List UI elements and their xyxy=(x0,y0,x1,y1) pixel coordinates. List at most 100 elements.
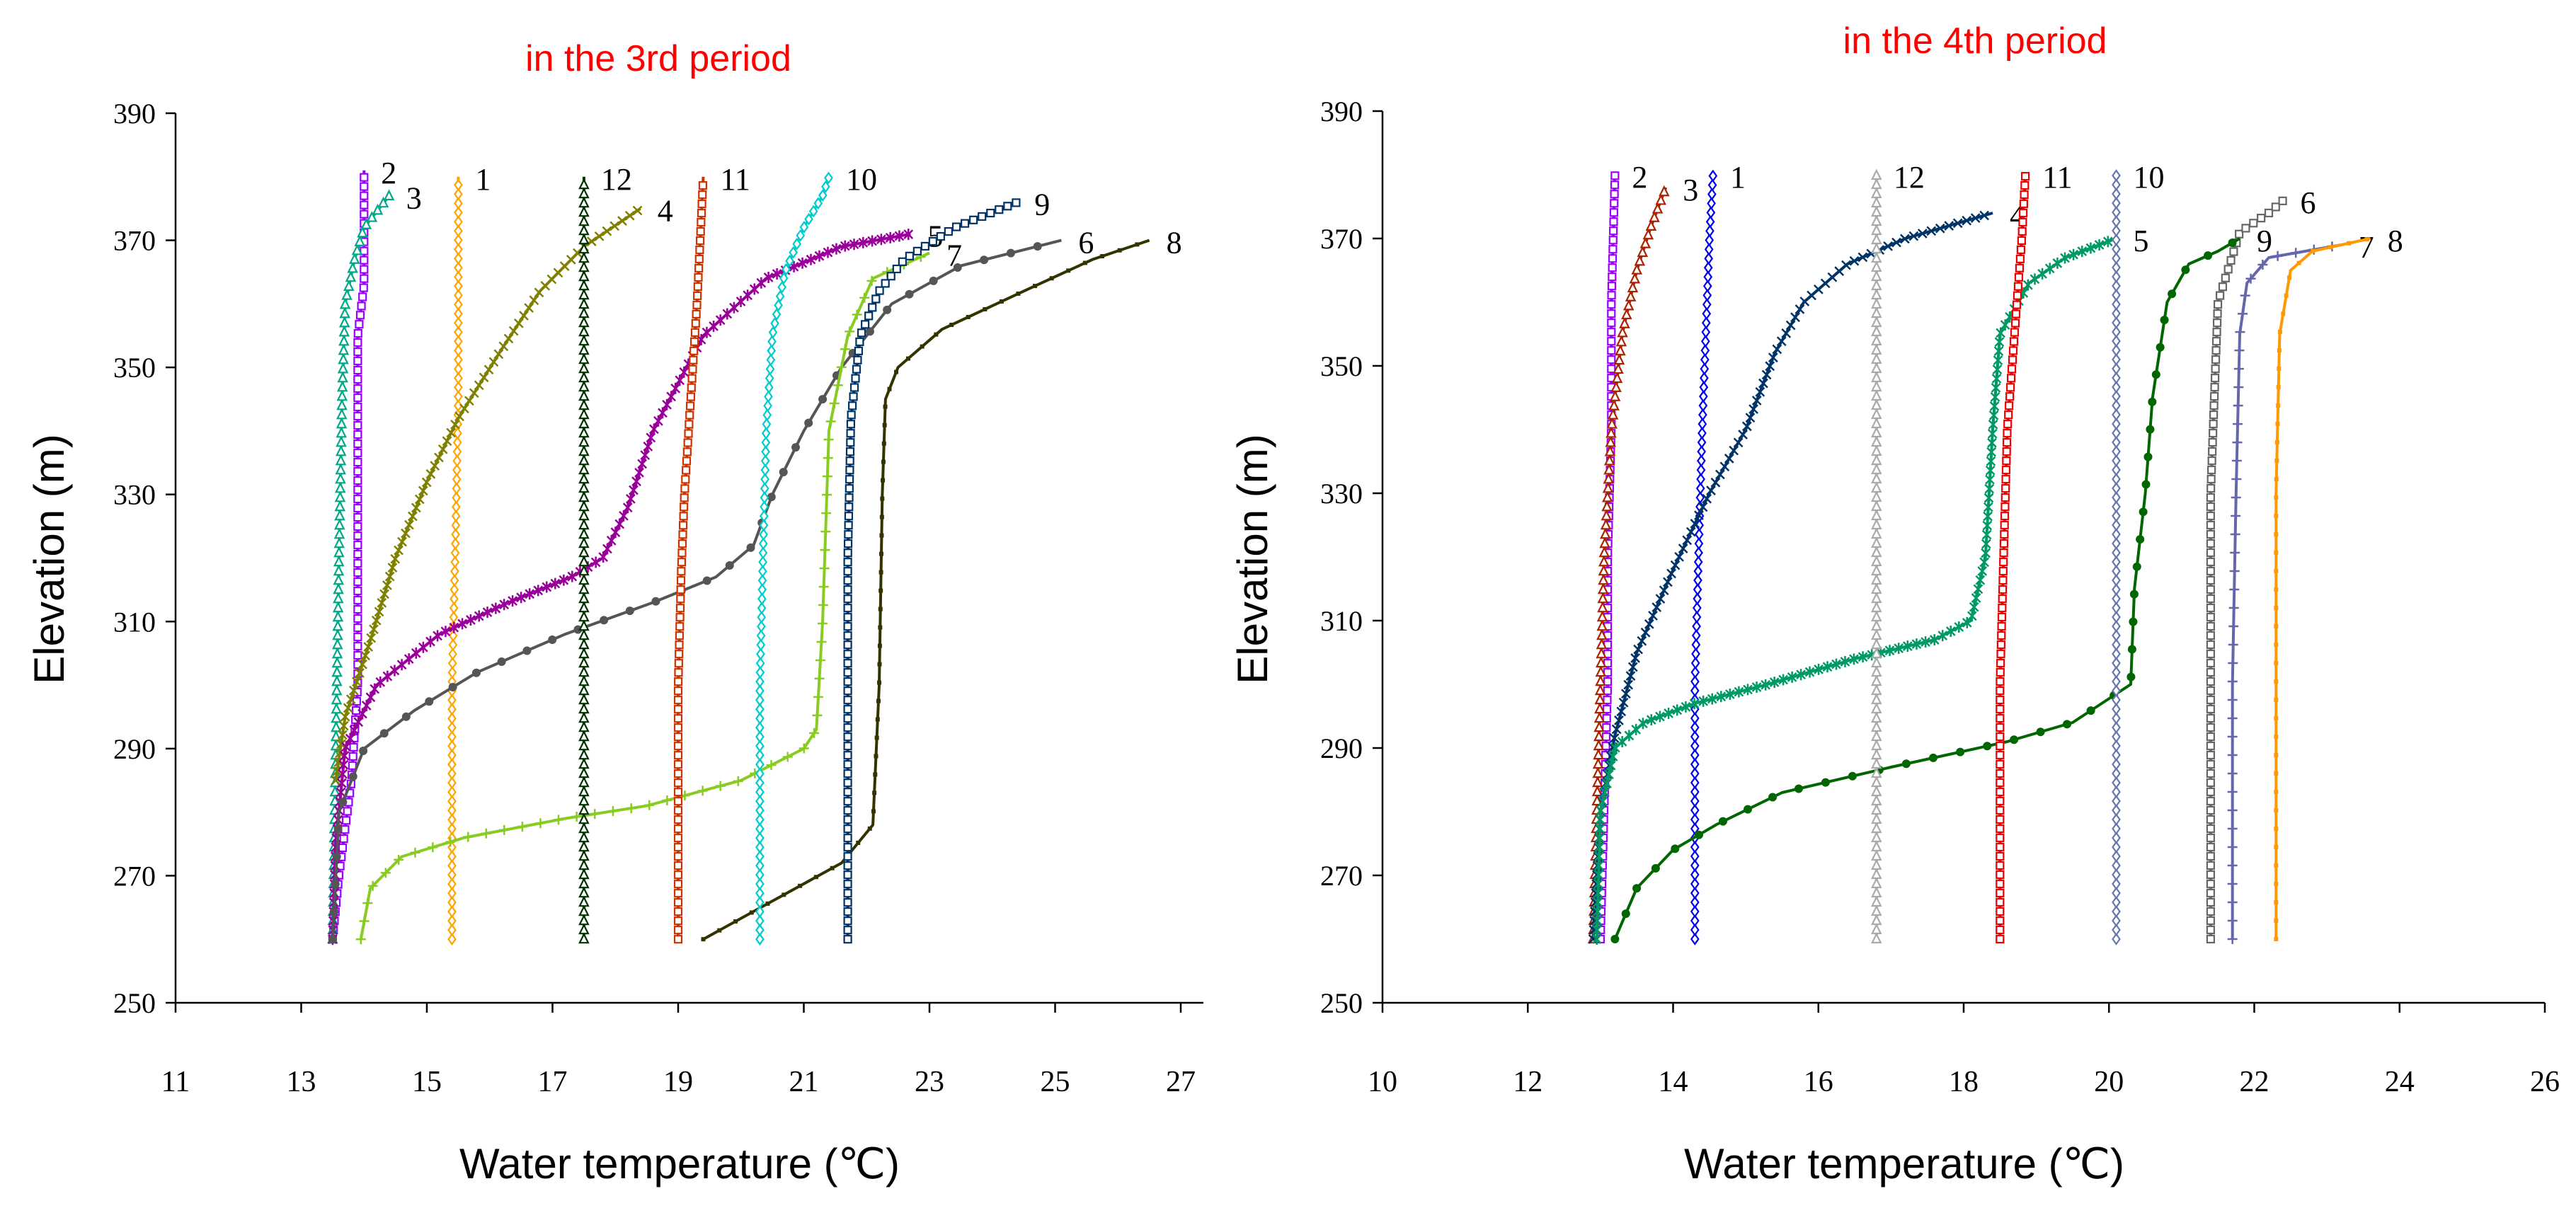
data-marker xyxy=(1768,793,1778,802)
data-marker xyxy=(578,592,590,604)
data-marker xyxy=(2227,842,2238,852)
data-marker xyxy=(360,274,369,283)
data-marker xyxy=(2013,282,2023,291)
data-marker xyxy=(2211,346,2221,355)
data-marker xyxy=(1884,645,1895,657)
data-marker xyxy=(578,647,590,659)
data-marker xyxy=(849,392,858,401)
data-marker xyxy=(1693,583,1702,596)
y-tick-label: 250 xyxy=(1320,987,1363,1019)
data-marker xyxy=(843,834,852,843)
data-marker xyxy=(845,484,854,493)
data-marker xyxy=(1998,594,2007,604)
data-marker xyxy=(1646,714,1656,726)
data-marker xyxy=(370,683,380,695)
data-marker xyxy=(814,673,825,684)
data-marker xyxy=(1929,753,1938,762)
data-marker xyxy=(1690,868,1700,881)
data-marker xyxy=(353,420,362,430)
data-marker xyxy=(679,366,689,378)
data-marker xyxy=(447,749,457,762)
data-marker xyxy=(846,420,856,429)
data-marker xyxy=(2112,813,2121,826)
data-marker xyxy=(578,500,590,512)
data-marker xyxy=(440,626,451,638)
data-marker xyxy=(2210,383,2219,392)
data-marker xyxy=(2232,437,2243,448)
data-marker xyxy=(2112,298,2121,311)
data-marker xyxy=(1610,180,1620,190)
series-6: 6 xyxy=(328,226,1094,944)
data-marker xyxy=(2229,247,2238,256)
data-marker xyxy=(755,905,765,919)
data-marker xyxy=(578,628,590,640)
data-marker xyxy=(843,558,852,567)
data-marker xyxy=(2000,319,2010,331)
data-marker xyxy=(2231,493,2241,503)
data-marker xyxy=(799,220,809,234)
data-marker xyxy=(646,432,656,444)
data-marker xyxy=(673,824,683,834)
data-marker xyxy=(331,711,342,723)
data-marker xyxy=(2112,924,2121,936)
data-marker xyxy=(2013,291,2022,300)
data-marker xyxy=(1871,316,1882,328)
data-marker xyxy=(1871,536,1882,548)
data-marker xyxy=(691,318,700,328)
data-marker xyxy=(2245,273,2256,284)
data-marker xyxy=(578,472,590,484)
data-marker xyxy=(673,742,683,751)
data-marker xyxy=(2003,420,2013,429)
data-marker xyxy=(761,427,771,440)
data-marker xyxy=(1871,895,1882,907)
data-marker xyxy=(733,919,738,924)
data-marker xyxy=(1751,681,1762,694)
data-marker xyxy=(1603,463,1615,475)
y-tick-label: 270 xyxy=(113,860,156,892)
data-marker xyxy=(848,401,857,410)
data-marker xyxy=(1710,477,1721,488)
data-marker xyxy=(451,510,461,523)
data-marker xyxy=(447,703,457,716)
data-marker xyxy=(2112,169,2121,182)
data-marker xyxy=(1690,813,1700,826)
data-marker xyxy=(878,570,883,575)
data-marker xyxy=(1715,469,1725,480)
data-marker xyxy=(1706,485,1716,495)
data-marker xyxy=(685,420,694,429)
data-marker xyxy=(1705,215,1715,229)
series-label: 1 xyxy=(1730,160,1746,195)
data-marker xyxy=(1952,218,1963,229)
data-marker xyxy=(813,197,823,210)
data-marker xyxy=(775,289,785,303)
data-marker xyxy=(2068,248,2078,260)
data-marker xyxy=(347,262,358,273)
data-marker xyxy=(2126,672,2136,681)
data-marker xyxy=(2206,824,2215,834)
data-marker xyxy=(873,772,878,777)
data-marker xyxy=(2206,493,2215,502)
data-marker xyxy=(379,729,389,738)
data-marker xyxy=(874,754,878,759)
data-marker xyxy=(1600,518,1612,530)
data-marker xyxy=(578,711,590,723)
data-marker xyxy=(905,356,910,361)
data-marker xyxy=(1594,693,1606,705)
data-marker xyxy=(2112,565,2121,577)
data-marker xyxy=(1601,500,1613,512)
data-marker xyxy=(1693,592,1702,605)
data-marker xyxy=(454,335,463,348)
data-marker xyxy=(2112,675,2121,688)
data-marker xyxy=(883,404,888,409)
data-marker xyxy=(843,861,852,870)
data-marker xyxy=(1871,601,1882,613)
data-marker xyxy=(845,466,854,475)
data-marker xyxy=(928,236,937,246)
data-marker xyxy=(349,253,360,264)
data-marker xyxy=(677,539,687,548)
data-marker xyxy=(675,613,685,622)
data-marker xyxy=(602,226,612,236)
data-marker xyxy=(389,665,400,677)
data-marker xyxy=(843,567,852,576)
data-marker xyxy=(682,466,691,475)
